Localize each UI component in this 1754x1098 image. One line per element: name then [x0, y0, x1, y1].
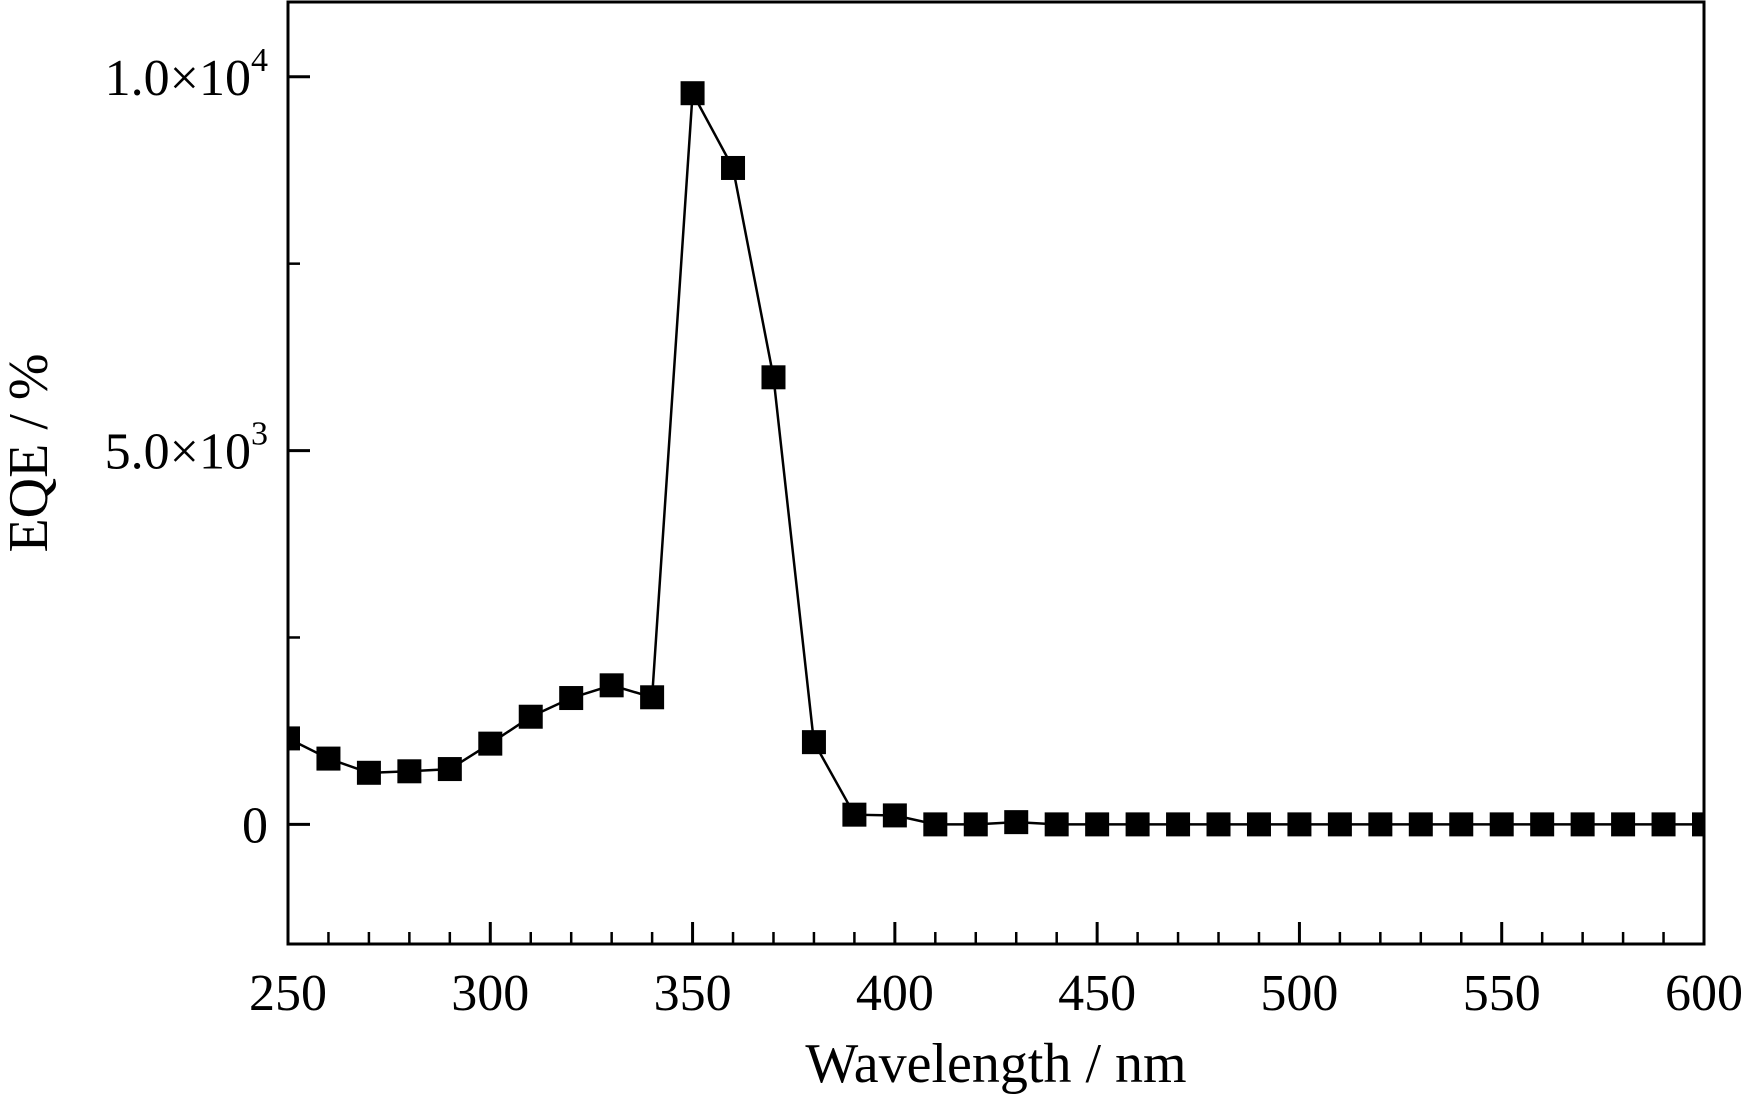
data-point	[963, 812, 988, 837]
x-tick-label: 350	[654, 965, 732, 1022]
data-point	[640, 685, 665, 710]
data-point	[1327, 812, 1352, 837]
data-point	[288, 726, 300, 751]
data-point	[923, 812, 948, 837]
x-tick-label: 600	[1665, 965, 1743, 1022]
data-point	[397, 759, 422, 784]
y-tick-label: 5.0×103	[105, 416, 268, 481]
data-point	[1125, 812, 1150, 837]
data-point	[680, 81, 705, 106]
data-point	[1004, 810, 1029, 835]
data-point	[1287, 812, 1312, 837]
data-point	[1246, 812, 1271, 837]
data-point	[356, 760, 381, 785]
data-point	[1692, 812, 1704, 837]
data-point	[1651, 812, 1676, 837]
x-tick-labels: 250 300 350 400 450 500 550 600	[249, 965, 1743, 1022]
y-tick-label: 0	[242, 797, 268, 854]
data-markers	[288, 81, 1704, 837]
x-tick-label: 300	[451, 965, 529, 1022]
data-point	[518, 704, 543, 729]
x-tick-label: 400	[856, 965, 934, 1022]
plot-frame	[286, 0, 1706, 946]
data-point	[559, 686, 584, 711]
data-point	[1570, 812, 1595, 837]
data-point	[1085, 812, 1110, 837]
data-point	[882, 803, 907, 828]
y-axis-title: EQE / %	[0, 353, 60, 552]
data-point	[1489, 812, 1514, 837]
data-point	[437, 757, 462, 782]
data-point	[1044, 812, 1069, 837]
data-point	[801, 730, 826, 755]
x-axis-title: Wavelength / nm	[805, 1033, 1186, 1095]
data-point	[316, 746, 341, 771]
y-tick-label: 1.0×104	[105, 42, 268, 107]
data-point	[599, 673, 624, 698]
y-tick-labels: 1.0×104 5.0×103 0	[105, 42, 268, 855]
series-line	[287, 88, 1704, 826]
x-tick-label: 250	[249, 965, 327, 1022]
data-point	[721, 155, 746, 180]
data-point	[1449, 812, 1474, 837]
x-tick-label: 450	[1058, 965, 1136, 1022]
data-point	[1206, 812, 1231, 837]
data-point	[761, 365, 786, 390]
x-tick-label: 550	[1463, 965, 1541, 1022]
x-tick-label: 500	[1260, 965, 1338, 1022]
data-point	[1368, 812, 1393, 837]
data-point	[842, 802, 867, 827]
data-point	[1166, 812, 1191, 837]
data-point	[478, 731, 503, 756]
minor-ticks	[288, 262, 1665, 944]
data-point	[1611, 812, 1636, 837]
data-point	[1408, 812, 1433, 837]
data-point	[1530, 812, 1555, 837]
